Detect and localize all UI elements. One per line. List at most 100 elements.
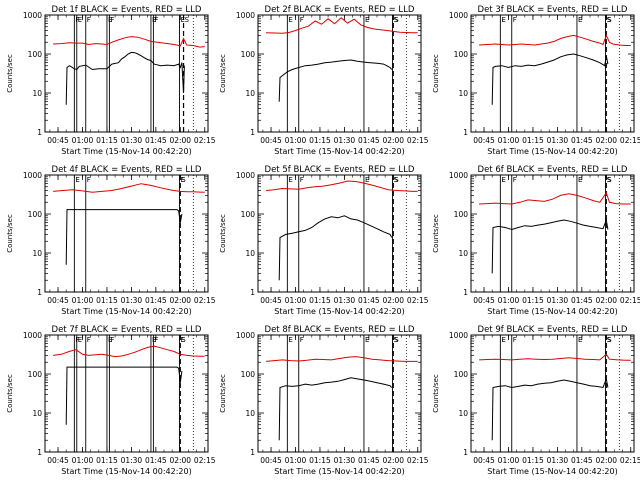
lld-series-line — [53, 345, 205, 358]
x-tick-label: 02:00 — [169, 136, 191, 145]
x-tick-label: 02:15 — [194, 456, 216, 465]
y-tick-label: 1000 — [236, 11, 255, 20]
x-tick-label: 02:00 — [595, 296, 617, 305]
x-tick-label: 01:15 — [522, 136, 544, 145]
panel-title: Det 8f BLACK = Events, RED = LLD — [265, 325, 415, 335]
x-tick-label: 01:30 — [547, 136, 569, 145]
x-tick-label: 01:15 — [522, 456, 544, 465]
x-tick-label: 02:15 — [407, 456, 429, 465]
x-tick-label: 01:30 — [334, 296, 356, 305]
event-marker-label: E — [578, 176, 582, 184]
event-marker-label: E — [288, 176, 292, 184]
x-tick-label: 02:15 — [620, 456, 640, 465]
saa-marker-label: S — [181, 176, 186, 184]
y-tick-label: 10 — [458, 409, 468, 418]
y-tick-label: 10 — [245, 409, 255, 418]
x-tick-label: 01:45 — [145, 456, 167, 465]
panel-title: Det 6f BLACK = Events, RED = LLD — [478, 165, 628, 175]
y-tick-label: 100 — [241, 370, 256, 379]
x-tick-label: 01:00 — [285, 456, 307, 465]
x-tick-label: 01:30 — [334, 136, 356, 145]
y-axis-label: Counts/sec — [6, 214, 14, 253]
x-tick-label: 01:15 — [96, 136, 118, 145]
y-axis-label: Counts/sec — [432, 214, 440, 253]
x-tick-label: 02:00 — [595, 136, 617, 145]
x-tick-label: 01:45 — [571, 296, 593, 305]
x-tick-label: 01:45 — [358, 456, 380, 465]
detector-panel-9: Det 9f BLACK = Events, RED = LLD Start Ti… — [432, 325, 640, 476]
plot-frame — [470, 14, 635, 133]
lld-series-line — [266, 356, 418, 362]
x-tick-label: 02:00 — [382, 136, 404, 145]
event-marker-label: S — [393, 336, 398, 344]
lld-series-line — [479, 191, 631, 205]
events-series-line — [278, 59, 393, 102]
y-tick-label: 1 — [250, 448, 255, 457]
x-tick-label: 02:15 — [620, 296, 640, 305]
event-marker-label: F — [513, 16, 517, 24]
lld-series-line — [53, 36, 205, 48]
panel-title: Det 7f BLACK = Events, RED = LLD — [52, 325, 202, 335]
detector-panel-1: Det 1f BLACK = Events, RED = LLD Start Ti… — [6, 5, 216, 156]
x-axis-label: Start Time (15-Nov-14 00:42:20) — [487, 467, 617, 476]
event-marker-label: F — [87, 336, 91, 344]
x-tick-label: 01:45 — [358, 296, 380, 305]
event-marker-label: F — [75, 16, 79, 24]
y-tick-label: 10 — [245, 249, 255, 258]
event-marker-label: E — [501, 176, 505, 184]
y-tick-label: 1000 — [23, 11, 42, 20]
y-tick-label: 1000 — [449, 11, 468, 20]
x-tick-label: 01:45 — [571, 136, 593, 145]
x-tick-label: 00:45 — [473, 456, 495, 465]
panel-title: Det 2f BLACK = Events, RED = LLD — [265, 5, 415, 15]
x-tick-label: 00:45 — [473, 296, 495, 305]
y-axis-label: Counts/sec — [432, 54, 440, 93]
event-marker-label: F — [87, 176, 91, 184]
x-axis-label: Start Time (15-Nov-14 00:42:20) — [61, 147, 191, 156]
saa-marker-label: S — [607, 16, 612, 24]
y-tick-label: 1 — [463, 448, 468, 457]
x-tick-label: 01:45 — [145, 296, 167, 305]
x-tick-label: 01:00 — [498, 136, 520, 145]
event-marker-label: S — [393, 16, 398, 24]
event-marker-label: E — [365, 176, 369, 184]
x-tick-label: 02:00 — [595, 456, 617, 465]
plot-frame — [44, 174, 209, 293]
y-tick-label: 100 — [28, 370, 43, 379]
event-marker-label: F — [300, 336, 304, 344]
panel-title: Det 9f BLACK = Events, RED = LLD — [478, 325, 628, 335]
x-tick-label: 01:30 — [334, 456, 356, 465]
event-marker-label: E — [78, 336, 82, 344]
plot-frame — [257, 174, 422, 293]
event-marker-label: E — [180, 176, 184, 184]
y-tick-label: 1000 — [449, 171, 468, 180]
x-tick-label: 01:00 — [285, 296, 307, 305]
y-tick-label: 1 — [37, 448, 42, 457]
panel-title: Det 3f BLACK = Events, RED = LLD — [478, 5, 628, 15]
event-marker-label: E — [365, 16, 369, 24]
events-series-line — [65, 366, 183, 425]
x-tick-label: 00:45 — [473, 136, 495, 145]
y-tick-label: 1 — [37, 288, 42, 297]
x-tick-label: 01:30 — [547, 296, 569, 305]
x-tick-label: 00:45 — [47, 456, 69, 465]
x-tick-label: 01:30 — [547, 456, 569, 465]
event-marker-label: F — [110, 16, 114, 24]
lld-series-line — [479, 353, 631, 361]
panel-title: Det 5f BLACK = Events, RED = LLD — [265, 165, 415, 175]
saa-marker-label: S — [607, 176, 612, 184]
y-tick-label: 1000 — [236, 331, 255, 340]
detector-panel-6: Det 6f BLACK = Events, RED = LLD Start Ti… — [432, 165, 640, 316]
events-series-line — [65, 51, 185, 105]
event-marker-label: F — [300, 176, 304, 184]
x-tick-label: 01:30 — [121, 296, 143, 305]
y-axis-label: Counts/sec — [6, 374, 14, 413]
x-tick-label: 02:00 — [382, 456, 404, 465]
detector-panel-7: Det 7f BLACK = Events, RED = LLD Start Ti… — [6, 325, 216, 476]
event-marker-label: S — [606, 176, 611, 184]
detector-panel-4: Det 4f BLACK = Events, RED = LLD Start Ti… — [6, 165, 216, 316]
panel-title: Det 4f BLACK = Events, RED = LLD — [52, 165, 202, 175]
event-marker-label: F — [87, 16, 91, 24]
